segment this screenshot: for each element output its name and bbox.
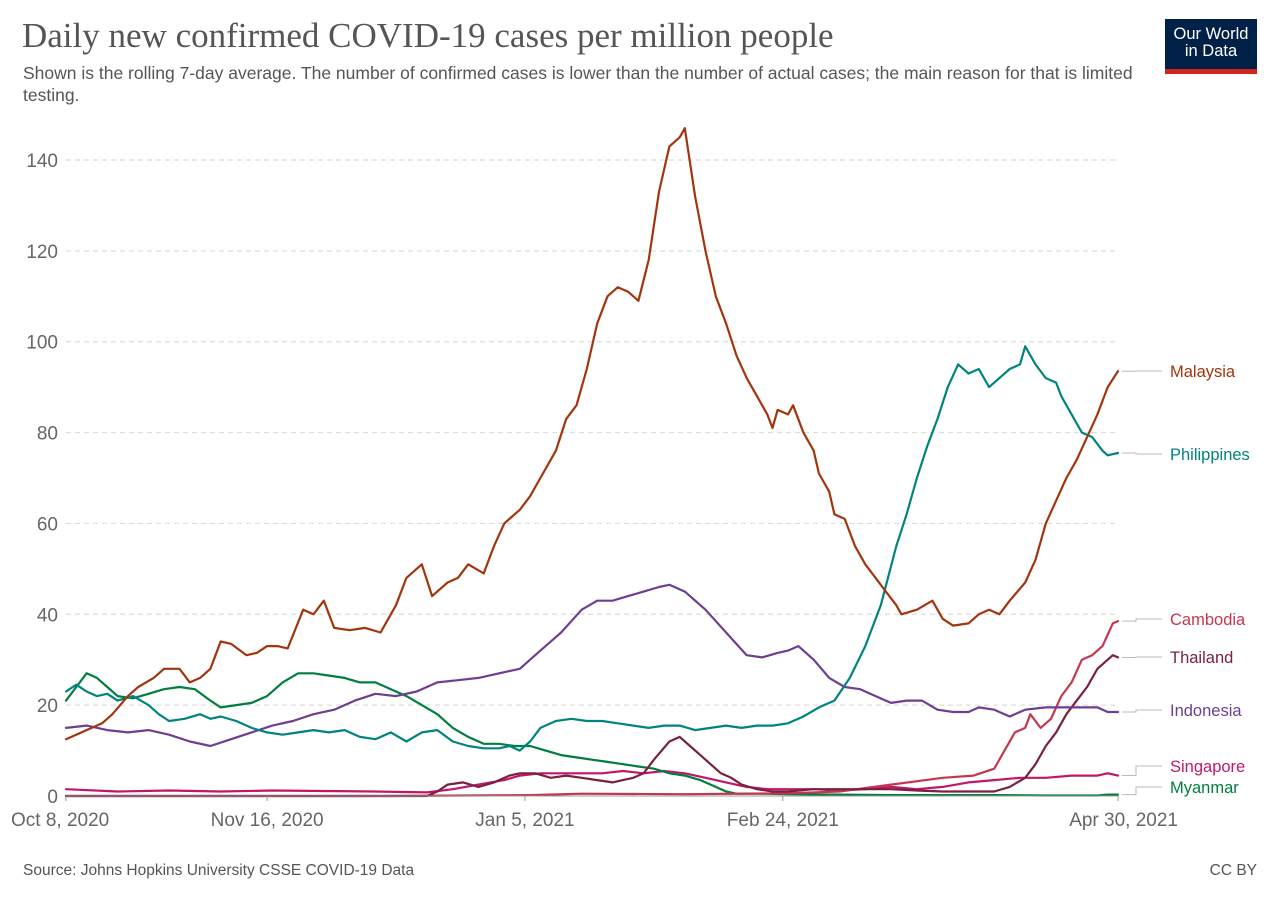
series-line-cambodia — [64, 620, 1120, 798]
series-label-thailand: Thailand — [1170, 649, 1233, 667]
grid-lines — [66, 159, 1118, 706]
series-label-indonesia: Indonesia — [1170, 702, 1242, 720]
series-label-cambodia: Cambodia — [1170, 611, 1246, 629]
leader-line-singapore — [1122, 765, 1162, 777]
x-tick-label-1: Nov 16, 2020 — [211, 810, 324, 831]
y-tick-label-60: 60 — [37, 514, 58, 535]
x-tick-label-0: Oct 8, 2020 — [11, 810, 109, 831]
x-tick-label-2: Jan 5, 2021 — [475, 810, 574, 831]
series-labels: Malaysia Philippines Cambodia Thailand Indon… — [1122, 363, 1250, 797]
x-tick-label-4: Apr 30, 2021 — [1069, 810, 1178, 831]
x-tick-label-3: Feb 24, 2021 — [727, 810, 839, 831]
y-tick-label-100: 100 — [26, 333, 58, 354]
series-line-singapore — [64, 769, 1120, 794]
y-tick-label-0: 0 — [47, 787, 58, 808]
leader-line-cambodia — [1122, 618, 1162, 622]
y-tick-label-40: 40 — [37, 605, 58, 626]
series-label-singapore: Singapore — [1170, 758, 1245, 776]
license-note[interactable]: CC BY — [1209, 862, 1257, 879]
y-tick-label-20: 20 — [37, 696, 58, 717]
y-tick-label-120: 120 — [26, 242, 58, 263]
y-tick-label-140: 140 — [26, 151, 58, 172]
series-label-philippines: Philippines — [1170, 446, 1250, 464]
chart-subtitle: Shown is the rolling 7-day average. The … — [23, 63, 1133, 105]
logo-line-1: Our World — [1173, 25, 1249, 43]
owid-logo[interactable]: Our World in Data — [1165, 19, 1257, 74]
y-tick-label-80: 80 — [37, 424, 58, 445]
leader-line-indonesia — [1122, 709, 1162, 713]
series-line-thailand — [64, 654, 1120, 798]
series-label-myanmar: Myanmar — [1170, 779, 1239, 797]
chart-title: Daily new confirmed COVID-19 cases per m… — [22, 16, 834, 55]
leader-line-philippines — [1122, 452, 1162, 455]
series-line-indonesia — [64, 583, 1120, 748]
leader-line-myanmar — [1122, 786, 1162, 796]
source-note[interactable]: Source: Johns Hopkins University CSSE CO… — [23, 862, 415, 879]
logo-line-2: in Data — [1184, 42, 1238, 60]
series-line-philippines — [64, 345, 1120, 752]
logo-red-bar — [1165, 69, 1257, 74]
series-lines — [64, 127, 1120, 798]
axes: 0 20 40 60 80 100 120 140 Oct 8, 2020 Nov 16, 202… — [11, 151, 1178, 831]
series-line-malaysia — [64, 127, 1120, 741]
series-label-malaysia: Malaysia — [1170, 363, 1236, 381]
